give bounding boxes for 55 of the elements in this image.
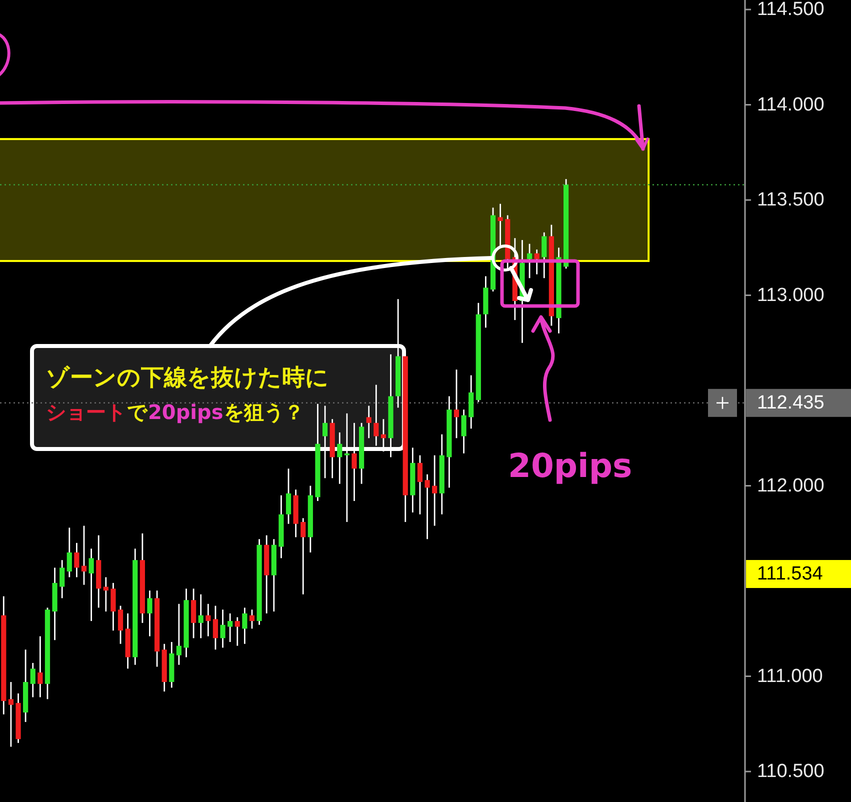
candlestick: [534, 248, 540, 276]
candlestick: [220, 608, 226, 648]
candlestick: [242, 606, 248, 645]
candlestick: [74, 542, 80, 578]
candlestick: [286, 468, 292, 525]
y-tick-label: 111.000: [757, 666, 823, 687]
candlestick: [424, 474, 430, 540]
candlestick: [147, 590, 152, 637]
candlestick: [542, 232, 547, 279]
candlestick: [498, 203, 503, 246]
annotation: 20pips: [148, 400, 224, 424]
y-tick-label: 114.500: [757, 0, 824, 20]
y-tick-label: 114.000: [757, 94, 824, 116]
candlestick: [103, 576, 108, 612]
candlestick: [337, 432, 342, 485]
candlestick: [249, 608, 255, 630]
y-tick-label: 110.500: [757, 761, 824, 782]
y-tick-label: 112.000: [757, 475, 824, 496]
y-tick-label: 113.000: [757, 284, 824, 306]
y-tick-label: 113.500: [757, 190, 824, 211]
candlestick: [176, 603, 182, 666]
candlestick: [526, 243, 532, 279]
candlestick: [212, 605, 218, 650]
candlestick: [30, 662, 36, 698]
candlestick: [366, 405, 372, 439]
candlestick: [38, 636, 43, 698]
annotation: ゾーンの下線を抜けた時に: [46, 365, 329, 391]
candlestick: [380, 418, 386, 452]
annotation: ショート: [46, 400, 126, 424]
candlestick: [417, 454, 423, 516]
candlestick: [198, 594, 204, 639]
ref-line-label: 112.435: [757, 392, 824, 414]
text: 111.534: [757, 564, 824, 584]
candlestick: [66, 526, 72, 578]
candlestick: [118, 605, 124, 645]
candlestick: [461, 408, 466, 454]
annotation: で: [127, 400, 148, 424]
candlestick: [228, 612, 233, 643]
candlestick: [300, 517, 306, 596]
candlestick: [234, 616, 240, 646]
candlestick: [110, 582, 116, 632]
candlestick: [81, 525, 87, 586]
candlestick: [432, 454, 438, 526]
candlestick: [454, 368, 460, 439]
candlestick: [344, 412, 350, 523]
candlestick: [191, 588, 196, 639]
candlestick: [374, 384, 379, 446]
annotation: 20pips: [508, 446, 632, 485]
candlestick: [88, 548, 94, 622]
candlestick: [8, 681, 14, 748]
candlestick: [322, 405, 328, 479]
candlestick: [352, 422, 357, 502]
candlestick: [60, 559, 65, 599]
candlestick: [206, 603, 211, 637]
annotation: を狙う？: [224, 400, 304, 424]
